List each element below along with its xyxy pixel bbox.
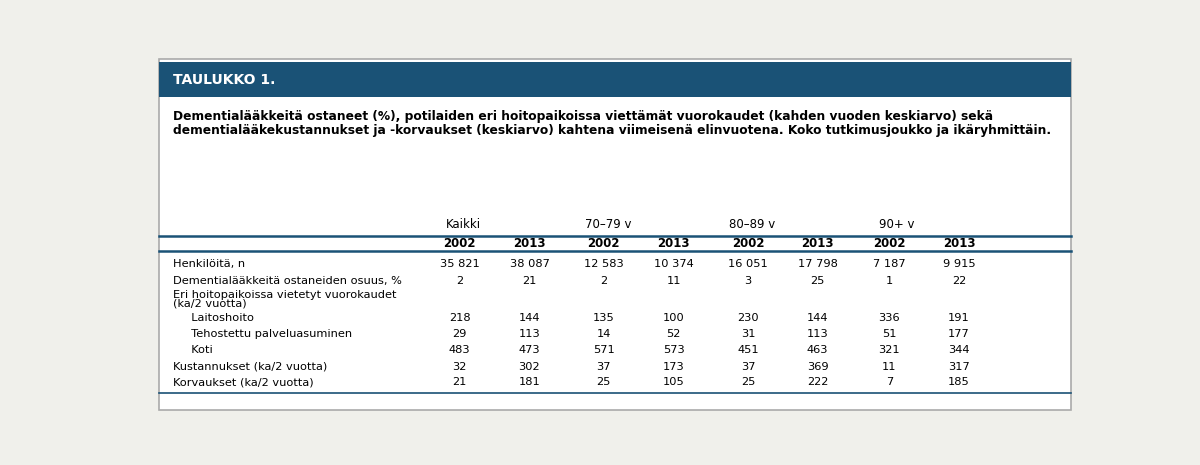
- Text: 2002: 2002: [444, 237, 476, 250]
- Text: 181: 181: [518, 377, 540, 387]
- Text: Kustannukset (ka/2 vuotta): Kustannukset (ka/2 vuotta): [173, 362, 328, 372]
- Text: 10 374: 10 374: [654, 259, 694, 269]
- Text: 7 187: 7 187: [874, 259, 906, 269]
- Text: Henkilöitä, n: Henkilöitä, n: [173, 259, 245, 269]
- Text: 336: 336: [878, 313, 900, 323]
- Text: 2013: 2013: [802, 237, 834, 250]
- Text: 483: 483: [449, 345, 470, 355]
- Text: Dementialääkkeitä ostaneiden osuus, %: Dementialääkkeitä ostaneiden osuus, %: [173, 276, 402, 286]
- Text: 11: 11: [666, 276, 680, 286]
- Text: 2: 2: [600, 276, 607, 286]
- Text: 32: 32: [452, 362, 467, 372]
- Text: Eri hoitopaikoissa vietetyt vuorokaudet: Eri hoitopaikoissa vietetyt vuorokaudet: [173, 290, 397, 300]
- Text: 113: 113: [806, 329, 829, 339]
- Text: 100: 100: [662, 313, 684, 323]
- Text: 35 821: 35 821: [440, 259, 480, 269]
- Text: 7: 7: [886, 377, 893, 387]
- Text: Tehostettu palveluasuminen: Tehostettu palveluasuminen: [185, 329, 353, 339]
- Text: 105: 105: [662, 377, 684, 387]
- Text: 321: 321: [878, 345, 900, 355]
- Text: 191: 191: [948, 313, 970, 323]
- Text: 25: 25: [740, 377, 755, 387]
- Text: 463: 463: [806, 345, 828, 355]
- Text: 14: 14: [596, 329, 611, 339]
- Text: 22: 22: [952, 276, 966, 286]
- Text: 17 798: 17 798: [798, 259, 838, 269]
- Text: Koti: Koti: [185, 345, 214, 355]
- Text: (ka/2 vuotta): (ka/2 vuotta): [173, 299, 247, 309]
- Text: 21: 21: [522, 276, 536, 286]
- Text: Dementialääkkeitä ostaneet (%), potilaiden eri hoitopaikoissa viettämät vuorokau: Dementialääkkeitä ostaneet (%), potilaid…: [173, 110, 994, 123]
- Text: 3: 3: [744, 276, 751, 286]
- Text: 230: 230: [737, 313, 758, 323]
- Text: 2013: 2013: [658, 237, 690, 250]
- FancyBboxPatch shape: [160, 60, 1070, 410]
- Text: 25: 25: [810, 276, 824, 286]
- Text: Korvaukset (ka/2 vuotta): Korvaukset (ka/2 vuotta): [173, 377, 314, 387]
- Text: 2002: 2002: [732, 237, 764, 250]
- Text: 38 087: 38 087: [510, 259, 550, 269]
- Text: 222: 222: [808, 377, 828, 387]
- Text: 185: 185: [948, 377, 970, 387]
- Text: 37: 37: [740, 362, 755, 372]
- Text: 1: 1: [886, 276, 893, 286]
- Text: Kaikki: Kaikki: [446, 218, 481, 231]
- Text: 173: 173: [662, 362, 684, 372]
- FancyBboxPatch shape: [160, 62, 1070, 97]
- Text: 70–79 v: 70–79 v: [584, 218, 631, 231]
- Text: 9 915: 9 915: [943, 259, 976, 269]
- Text: 29: 29: [452, 329, 467, 339]
- Text: 51: 51: [882, 329, 896, 339]
- Text: 344: 344: [948, 345, 970, 355]
- Text: 2013: 2013: [943, 237, 976, 250]
- Text: 144: 144: [806, 313, 828, 323]
- Text: 317: 317: [948, 362, 970, 372]
- Text: 80–89 v: 80–89 v: [730, 218, 775, 231]
- Text: 451: 451: [737, 345, 758, 355]
- Text: dementialääkekustannukset ja -korvaukset (keskiarvo) kahtena viimeisenä elinvuot: dementialääkekustannukset ja -korvaukset…: [173, 124, 1051, 137]
- Text: 37: 37: [596, 362, 611, 372]
- Text: 2002: 2002: [874, 237, 906, 250]
- Text: 473: 473: [518, 345, 540, 355]
- Text: 21: 21: [452, 377, 467, 387]
- Text: 571: 571: [593, 345, 614, 355]
- Text: 12 583: 12 583: [584, 259, 624, 269]
- Text: 135: 135: [593, 313, 614, 323]
- Text: 25: 25: [596, 377, 611, 387]
- Text: 573: 573: [662, 345, 684, 355]
- Text: 218: 218: [449, 313, 470, 323]
- Text: 302: 302: [518, 362, 540, 372]
- Text: Laitoshoito: Laitoshoito: [185, 313, 254, 323]
- Text: 16 051: 16 051: [728, 259, 768, 269]
- Text: 369: 369: [806, 362, 828, 372]
- Text: TAULUKKO 1.: TAULUKKO 1.: [173, 73, 276, 87]
- Text: 177: 177: [948, 329, 970, 339]
- Text: 2002: 2002: [588, 237, 620, 250]
- Text: 90+ v: 90+ v: [878, 218, 914, 231]
- Text: 31: 31: [740, 329, 755, 339]
- Text: 2: 2: [456, 276, 463, 286]
- Text: 113: 113: [518, 329, 540, 339]
- Text: 11: 11: [882, 362, 896, 372]
- Text: 2013: 2013: [514, 237, 546, 250]
- Text: 144: 144: [518, 313, 540, 323]
- Text: 52: 52: [666, 329, 680, 339]
